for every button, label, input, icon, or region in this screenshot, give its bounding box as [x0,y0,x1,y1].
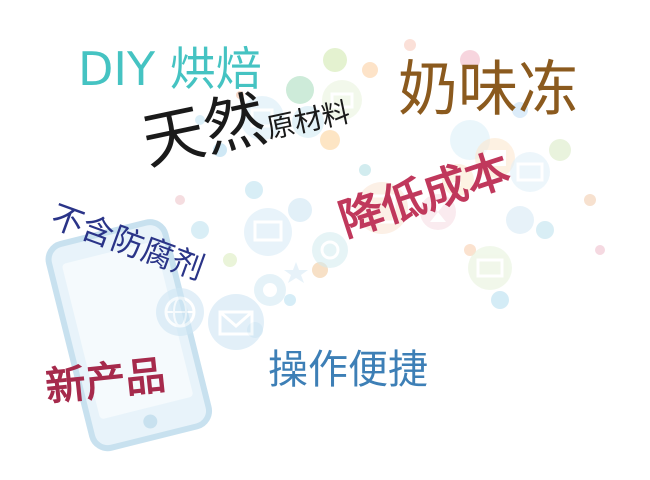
mail-icon [208,294,264,350]
chart-icon [240,96,284,140]
star-icon [284,262,308,283]
music-icon [442,164,474,196]
new-product-label: 新产品 [43,352,168,411]
book-icon [356,182,408,234]
monitor-icon [468,246,512,290]
power-icon [312,232,348,268]
chat-icon [254,274,286,306]
milk-jelly-label: 奶味冻 [398,55,578,125]
decorative-dots [175,39,605,338]
globe-icon [506,206,534,234]
monitor-icon [244,208,292,256]
diy-baking-label: DIY 烘焙 [78,42,262,96]
globe-icon [156,288,204,336]
phone-icon [45,219,213,452]
hourglass-icon [420,194,456,230]
camera-icon [322,80,362,120]
easy-operation-label: 操作便捷 [268,347,428,393]
cloud-icon [510,152,550,192]
user-icon [292,106,324,138]
folder-icon [475,138,515,178]
